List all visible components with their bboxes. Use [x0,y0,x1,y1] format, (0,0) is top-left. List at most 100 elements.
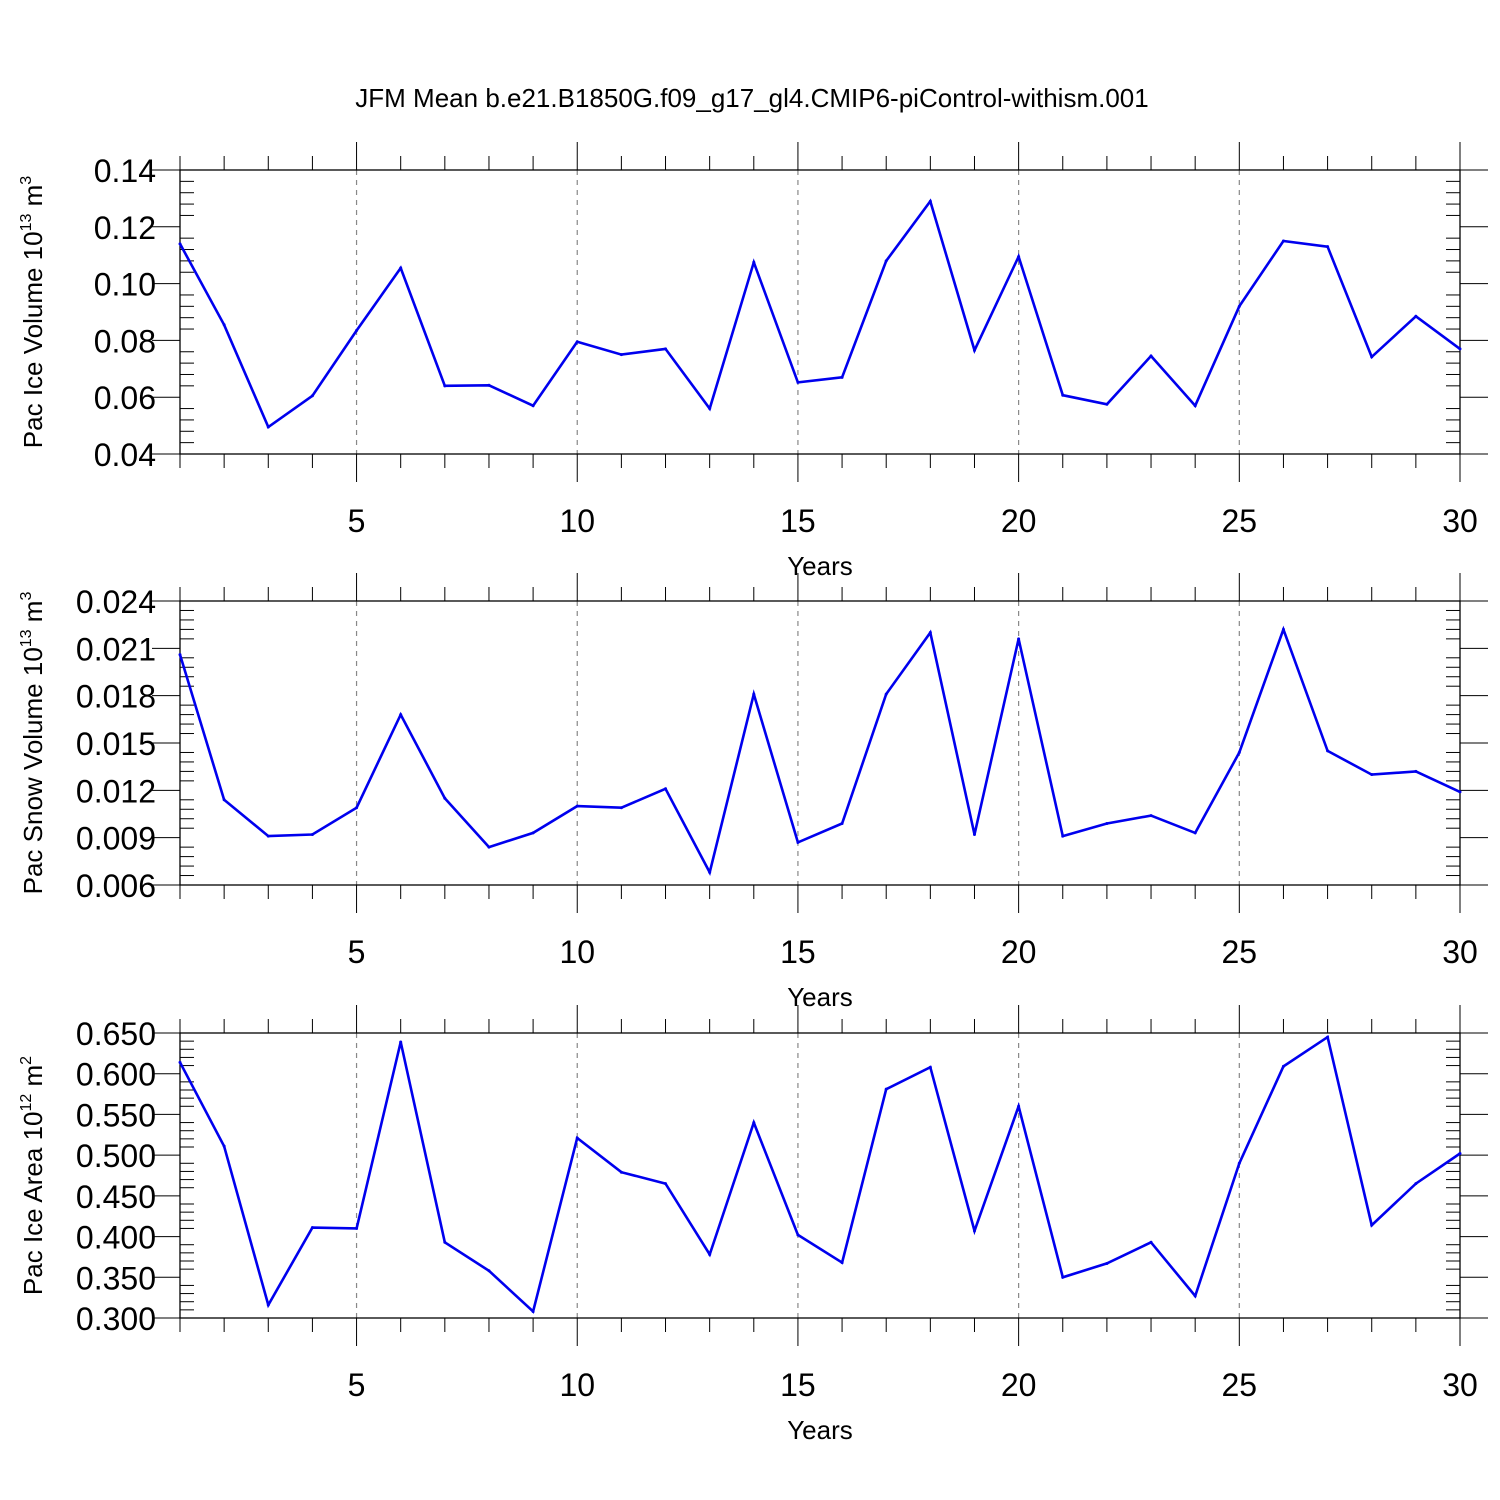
data-point [1414,1182,1418,1186]
y-tick-label: 0.650 [76,1016,156,1052]
data-point [884,1087,888,1091]
data-point [399,1040,403,1044]
data-point [1105,402,1109,406]
y-tick-label: 0.12 [94,210,156,246]
data-point [1326,1035,1330,1039]
data-point [972,1229,976,1233]
data-point [1061,1275,1065,1279]
x-tick-label: 25 [1222,503,1258,539]
data-point [222,798,226,802]
data-point [1105,821,1109,825]
data-point [575,340,579,344]
data-point [178,653,182,657]
x-tick-label: 30 [1442,1367,1478,1403]
y-tick-label: 0.015 [76,726,156,762]
data-point [355,806,359,810]
data-point [1458,347,1462,351]
data-point [1149,354,1153,358]
data-point [928,199,932,203]
plot-frame [179,1032,1461,1319]
data-point [1414,314,1418,318]
y-tick-label: 0.021 [76,631,156,667]
data-point [310,833,314,837]
chart-title: JFM Mean b.e21.B1850G.f09_g17_gl4.CMIP6-… [355,83,1148,113]
y-axis-label: Pac Snow Volume 1013 m3 [18,592,48,895]
x-tick-label: 30 [1442,503,1478,539]
data-point [619,1170,623,1174]
data-point [1017,637,1021,641]
plot-frame [179,169,1461,455]
data-point [884,259,888,263]
x-axis-label: Years [787,551,853,581]
y-axis-label: Pac Ice Area 1012 m2 [18,1056,48,1295]
data-point [664,347,668,351]
x-tick-label: 20 [1001,503,1037,539]
data-point [222,1144,226,1148]
y-tick-label: 0.10 [94,267,156,303]
series-line [178,198,1461,429]
data-point [575,804,579,808]
data-point [884,692,888,696]
x-tick-label: 20 [1001,1367,1037,1403]
data-point [266,834,270,838]
y-tick-label: 0.450 [76,1179,156,1215]
data-point [619,353,623,357]
data-point [1149,1240,1153,1244]
y-tick-label: 0.350 [76,1260,156,1296]
data-point [443,384,447,388]
y-tick-label: 0.009 [76,821,156,857]
data-point [1414,769,1418,773]
data-point [1370,773,1374,777]
chart-panel-3: 0.300 0.350 0.400 0.450 0.500 0.550 0.600 0.650… [18,1005,1488,1445]
data-point [1281,239,1285,243]
y-tick-label: 0.08 [94,323,156,359]
data-point [752,260,756,264]
data-point [1237,1161,1241,1165]
x-axis-label: Years [787,1415,853,1445]
data-point [752,1121,756,1125]
x-tick-label: 15 [780,503,816,539]
data-point [1017,255,1021,259]
data-point [310,394,314,398]
data-point [796,840,800,844]
y-tick-label: 0.012 [76,773,156,809]
y-tick-label: 0.06 [94,380,156,416]
data-point [487,1269,491,1273]
x-axis-label: Years [787,982,853,1012]
data-point [399,266,403,270]
x-tick-label: 5 [348,503,366,539]
data-point [487,383,491,387]
data-point [266,1303,270,1307]
data-point [310,1226,314,1230]
data-point [531,831,535,835]
x-tick-label: 10 [559,934,595,970]
y-tick-label: 0.300 [76,1301,156,1337]
y-tick-label: 0.006 [76,868,156,904]
data-point [928,631,932,635]
y-tick-label: 0.600 [76,1057,156,1093]
data-point [443,796,447,800]
data-point [355,1226,359,1230]
data-point [840,821,844,825]
y-tick-label: 0.04 [94,437,156,473]
data-point [796,380,800,384]
data-point [1017,1104,1021,1108]
data-point [1193,404,1197,408]
data-point [1149,814,1153,818]
x-tick-label: 15 [780,934,816,970]
data-point [1237,304,1241,308]
data-point [443,1240,447,1244]
y-tick-label: 0.14 [94,153,156,189]
plot-frame [179,600,1461,886]
data-point [531,404,535,408]
data-point [1326,245,1330,249]
data-point [664,1182,668,1186]
y-tick-label: 0.550 [76,1097,156,1133]
data-point [1061,393,1065,397]
data-point [1193,831,1197,835]
chart-panel-2: 0.006 0.009 0.012 0.015 0.018 0.021 0.024 5 10 15… [18,573,1488,1012]
y-tick-label: 0.024 [76,584,156,620]
data-point [972,833,976,837]
data-point [1370,355,1374,359]
data-point [1237,750,1241,754]
